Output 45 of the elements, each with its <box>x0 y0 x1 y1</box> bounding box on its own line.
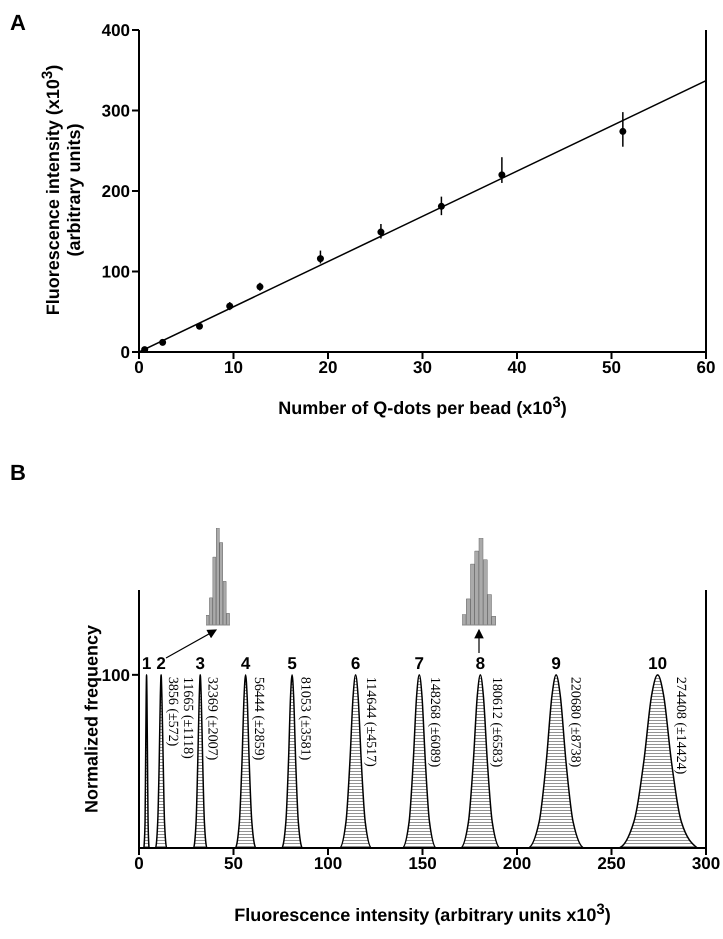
annotation: 8 <box>476 654 486 673</box>
annotation: 5 <box>287 654 297 673</box>
annotation: 32369 (±2007) <box>204 676 220 761</box>
x-axis-title: Fluorescence intensity (arbitrary units x10$^{3}$) <box>233 901 612 926</box>
x-axis-title: Number of Q-dots per bead (x10$^{3}$) <box>277 394 568 419</box>
x-tick-label: 40 <box>508 358 526 378</box>
annotation: 9 <box>551 654 561 673</box>
y-axis-title: Normalized frequency <box>82 624 102 816</box>
y-tick-label: 0 <box>120 343 130 362</box>
chart-title: A <box>10 10 26 36</box>
y-tick-label: 100 <box>102 262 130 282</box>
y-tick-label: 100 <box>102 666 130 685</box>
x-tick-label: 10 <box>224 358 243 378</box>
x-tick-label: 150 <box>408 854 437 874</box>
annotation: 3 <box>196 654 205 673</box>
annotation: 81053 (±3581) <box>297 676 312 761</box>
annotation: 7 <box>414 654 424 673</box>
annotation: 274408 (±14424) <box>673 676 688 775</box>
x-tick-label: 200 <box>502 854 532 874</box>
x-tick-label: 50 <box>602 358 621 378</box>
annotation: 6 <box>350 654 360 673</box>
annotation: 4 <box>240 654 251 673</box>
x-tick-label: 60 <box>696 358 716 378</box>
annotation: 1 <box>142 654 152 673</box>
x-tick-label: 0 <box>134 358 144 378</box>
x-tick-label: 20 <box>318 358 338 378</box>
annotation: 114644 (±4517) <box>363 676 378 768</box>
annotation: 56444 (±2859) <box>250 676 266 761</box>
annotation: 180612 (±6583) <box>489 676 504 768</box>
annotation: 2 <box>156 654 166 673</box>
annotation: 220680 (±8738) <box>568 676 583 768</box>
annotation: 11665 (±1118) <box>180 676 195 760</box>
y-tick-label: 400 <box>102 21 130 40</box>
y-tick-label: 300 <box>102 102 130 121</box>
annotation: 3856 (±572) <box>164 676 180 747</box>
chart-title: B <box>10 460 26 486</box>
x-tick-label: 30 <box>413 358 432 378</box>
y-tick-label: 200 <box>102 182 130 202</box>
x-tick-label: 0 <box>134 854 144 874</box>
annotation: 10 <box>648 654 668 673</box>
x-tick-label: 100 <box>314 854 342 874</box>
x-tick-label: 50 <box>224 854 243 874</box>
annotation: 148268 (±6089) <box>427 676 442 768</box>
x-tick-label: 250 <box>597 854 626 874</box>
x-tick-label: 300 <box>692 854 720 874</box>
